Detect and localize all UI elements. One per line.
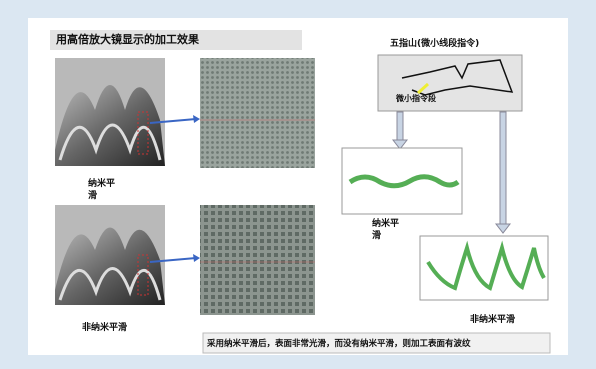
waveform-chart [342, 148, 462, 214]
arrow-head [496, 224, 510, 233]
page: 用高倍放大镜显示的加工效果 [0, 0, 596, 369]
surface-3d [55, 205, 165, 305]
arrow-head [193, 115, 200, 123]
caption: 采用纳米平滑后，表面非常光滑，而没有纳米平滑，则加工表面有波纹 [207, 337, 471, 349]
label: 纳米平滑 [372, 218, 404, 242]
diagram-note: 微小指令段 [396, 93, 436, 104]
label: 非纳米平滑 [470, 312, 515, 325]
micro-image [200, 58, 315, 168]
arrow-head [193, 254, 200, 262]
arrow [500, 112, 506, 224]
surface-3d [55, 58, 165, 166]
arrow [397, 112, 403, 140]
diagram-title: 五指山(微小线段指令) [390, 36, 479, 49]
waveform-chart [420, 236, 548, 300]
micro-image [200, 205, 315, 315]
label: 纳米平滑 [88, 178, 120, 202]
label: 非纳米平滑 [82, 320, 127, 333]
